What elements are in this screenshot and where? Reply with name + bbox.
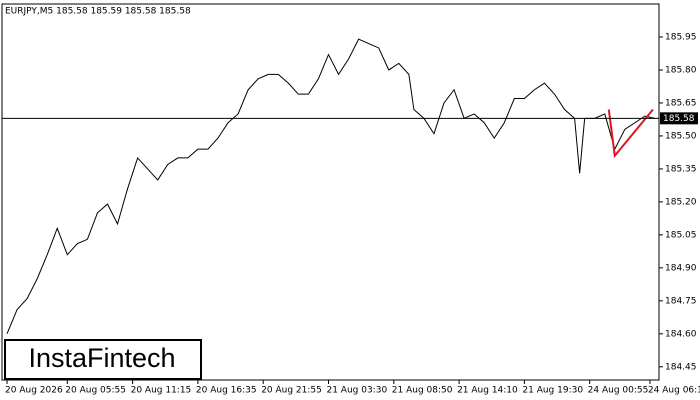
- logo-box: [4, 339, 202, 380]
- last-price-box: [660, 112, 698, 125]
- x-tick-label: 21 Aug 19:30: [522, 386, 583, 396]
- x-tick-label: 21 Aug 14:10: [457, 386, 518, 396]
- x-tick-label: 20 Aug 2026: [5, 386, 63, 396]
- y-tick-label: 184.90: [665, 263, 697, 273]
- x-tick-label: 20 Aug 11:15: [131, 386, 192, 396]
- last-price-label: 185.58: [663, 114, 695, 124]
- price-line: [607, 108, 654, 159]
- price-line: [6, 38, 656, 335]
- y-tick-label: 185.95: [665, 32, 697, 42]
- x-tick-label: 20 Aug 21:55: [261, 386, 322, 396]
- logo: InstaFintech: [28, 343, 175, 373]
- x-tick-label: 24 Aug 00:55: [588, 386, 649, 396]
- y-tick-label: 185.65: [665, 98, 697, 108]
- y-tick-label: 185.50: [665, 131, 697, 141]
- y-tick-label: 185.80: [665, 65, 697, 75]
- y-tick-label: 185.05: [665, 230, 697, 240]
- y-tick-label: 184.75: [665, 296, 697, 306]
- x-tick-label: 21 Aug 08:50: [392, 386, 453, 396]
- y-tick-label: 185.35: [665, 164, 697, 174]
- x-tick-label: 20 Aug 05:55: [65, 386, 126, 396]
- y-tick-label: 184.45: [665, 362, 697, 372]
- y-tick-label: 185.20: [665, 197, 697, 207]
- chart-title: EURJPY,M5 185.58 185.59 185.58 185.58: [5, 7, 191, 17]
- x-tick-label: 20 Aug 16:35: [196, 386, 257, 396]
- x-tick-label: 21 Aug 03:30: [326, 386, 387, 396]
- y-tick-label: 184.60: [665, 329, 697, 339]
- plot-frame: [1, 3, 660, 381]
- x-tick-label: 24 Aug 06:15: [648, 386, 700, 396]
